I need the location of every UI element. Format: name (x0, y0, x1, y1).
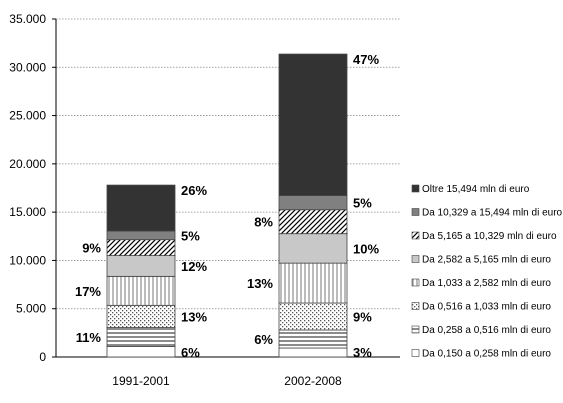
percent-label: 9% (82, 241, 101, 256)
legend-swatch (411, 278, 420, 287)
bar-segment (278, 262, 348, 304)
legend: Oltre 15,494 mln di euro Da 10,329 a 15,4… (411, 184, 563, 360)
bar-segment (106, 239, 176, 256)
y-tick-label: 0 (39, 350, 46, 364)
percent-label: 5% (353, 196, 372, 211)
percent-label: 6% (254, 332, 273, 347)
percent-label: 9% (353, 309, 372, 324)
bar-segment (278, 209, 348, 235)
y-tick-label: 20.000 (9, 157, 46, 171)
legend-label: Da 10,329 a 15,494 mln di euro (422, 208, 563, 219)
y-tick-label: 25.000 (9, 109, 46, 123)
legend-swatch (411, 255, 420, 263)
bar-segment (106, 327, 176, 347)
percent-label: 13% (247, 276, 273, 291)
legend-swatch (411, 325, 420, 334)
legend-label: Da 0,258 a 0,516 mln di euro (422, 325, 551, 336)
percent-label: 13% (181, 309, 207, 324)
legend-label: Da 5,165 a 10,329 mln di euro (422, 231, 557, 242)
bar-segment (278, 53, 348, 196)
data-labels: 6% 11% 13% 17% 12% 9% 5% 26% 3% 6% 9% 13% 10% 8% 5% 47% (75, 52, 379, 360)
legend-label: Da 1,033 a 2,582 mln di euro (422, 278, 551, 289)
y-tick-label: 15.000 (9, 205, 46, 219)
percent-label: 3% (353, 345, 372, 360)
legend-swatch (411, 302, 420, 310)
bar-segment (278, 195, 348, 211)
x-category-label: 1991-2001 (112, 374, 170, 388)
bar-segment (278, 302, 348, 331)
bar-segment (106, 230, 176, 241)
percent-label: 11% (76, 330, 102, 345)
percent-label: 12% (181, 259, 207, 274)
y-tick-label: 10.000 (9, 253, 46, 267)
legend-swatch (411, 208, 420, 216)
percent-label: 8% (254, 215, 273, 230)
bars (106, 53, 348, 358)
percent-label: 6% (181, 345, 200, 360)
bar-segment (106, 345, 176, 358)
bar-segment (106, 184, 176, 232)
percent-label: 17% (75, 284, 101, 299)
legend-swatch (411, 184, 420, 193)
percent-label: 47% (353, 52, 379, 67)
legend-label: Da 0,150 a 0,258 mln di euro (422, 349, 551, 360)
y-tick-label: 5.000 (16, 302, 46, 316)
legend-label: Da 0,516 a 1,033 mln di euro (422, 302, 551, 313)
bar-segment (106, 255, 176, 277)
bar-segment (106, 304, 176, 328)
percent-label: 26% (181, 183, 207, 198)
y-tick-label: 30.000 (9, 60, 46, 74)
percent-label: 5% (181, 228, 200, 243)
bar-segment (106, 275, 176, 306)
percent-label: 10% (353, 241, 379, 256)
legend-label: Da 2,582 a 5,165 mln di euro (422, 255, 551, 266)
bar-segment (278, 329, 348, 349)
legend-swatch (411, 349, 420, 357)
bar-segment (278, 233, 348, 264)
bar-segment (278, 347, 348, 358)
legend-swatch (411, 231, 420, 240)
y-tick-label: 35.000 (9, 12, 46, 26)
legend-label: Oltre 15,494 mln di euro (422, 184, 530, 195)
x-category-label: 2002-2008 (284, 374, 342, 388)
axes: 0 5.000 10.000 15.000 20.000 25.000 30.000 35.0… (9, 12, 400, 388)
